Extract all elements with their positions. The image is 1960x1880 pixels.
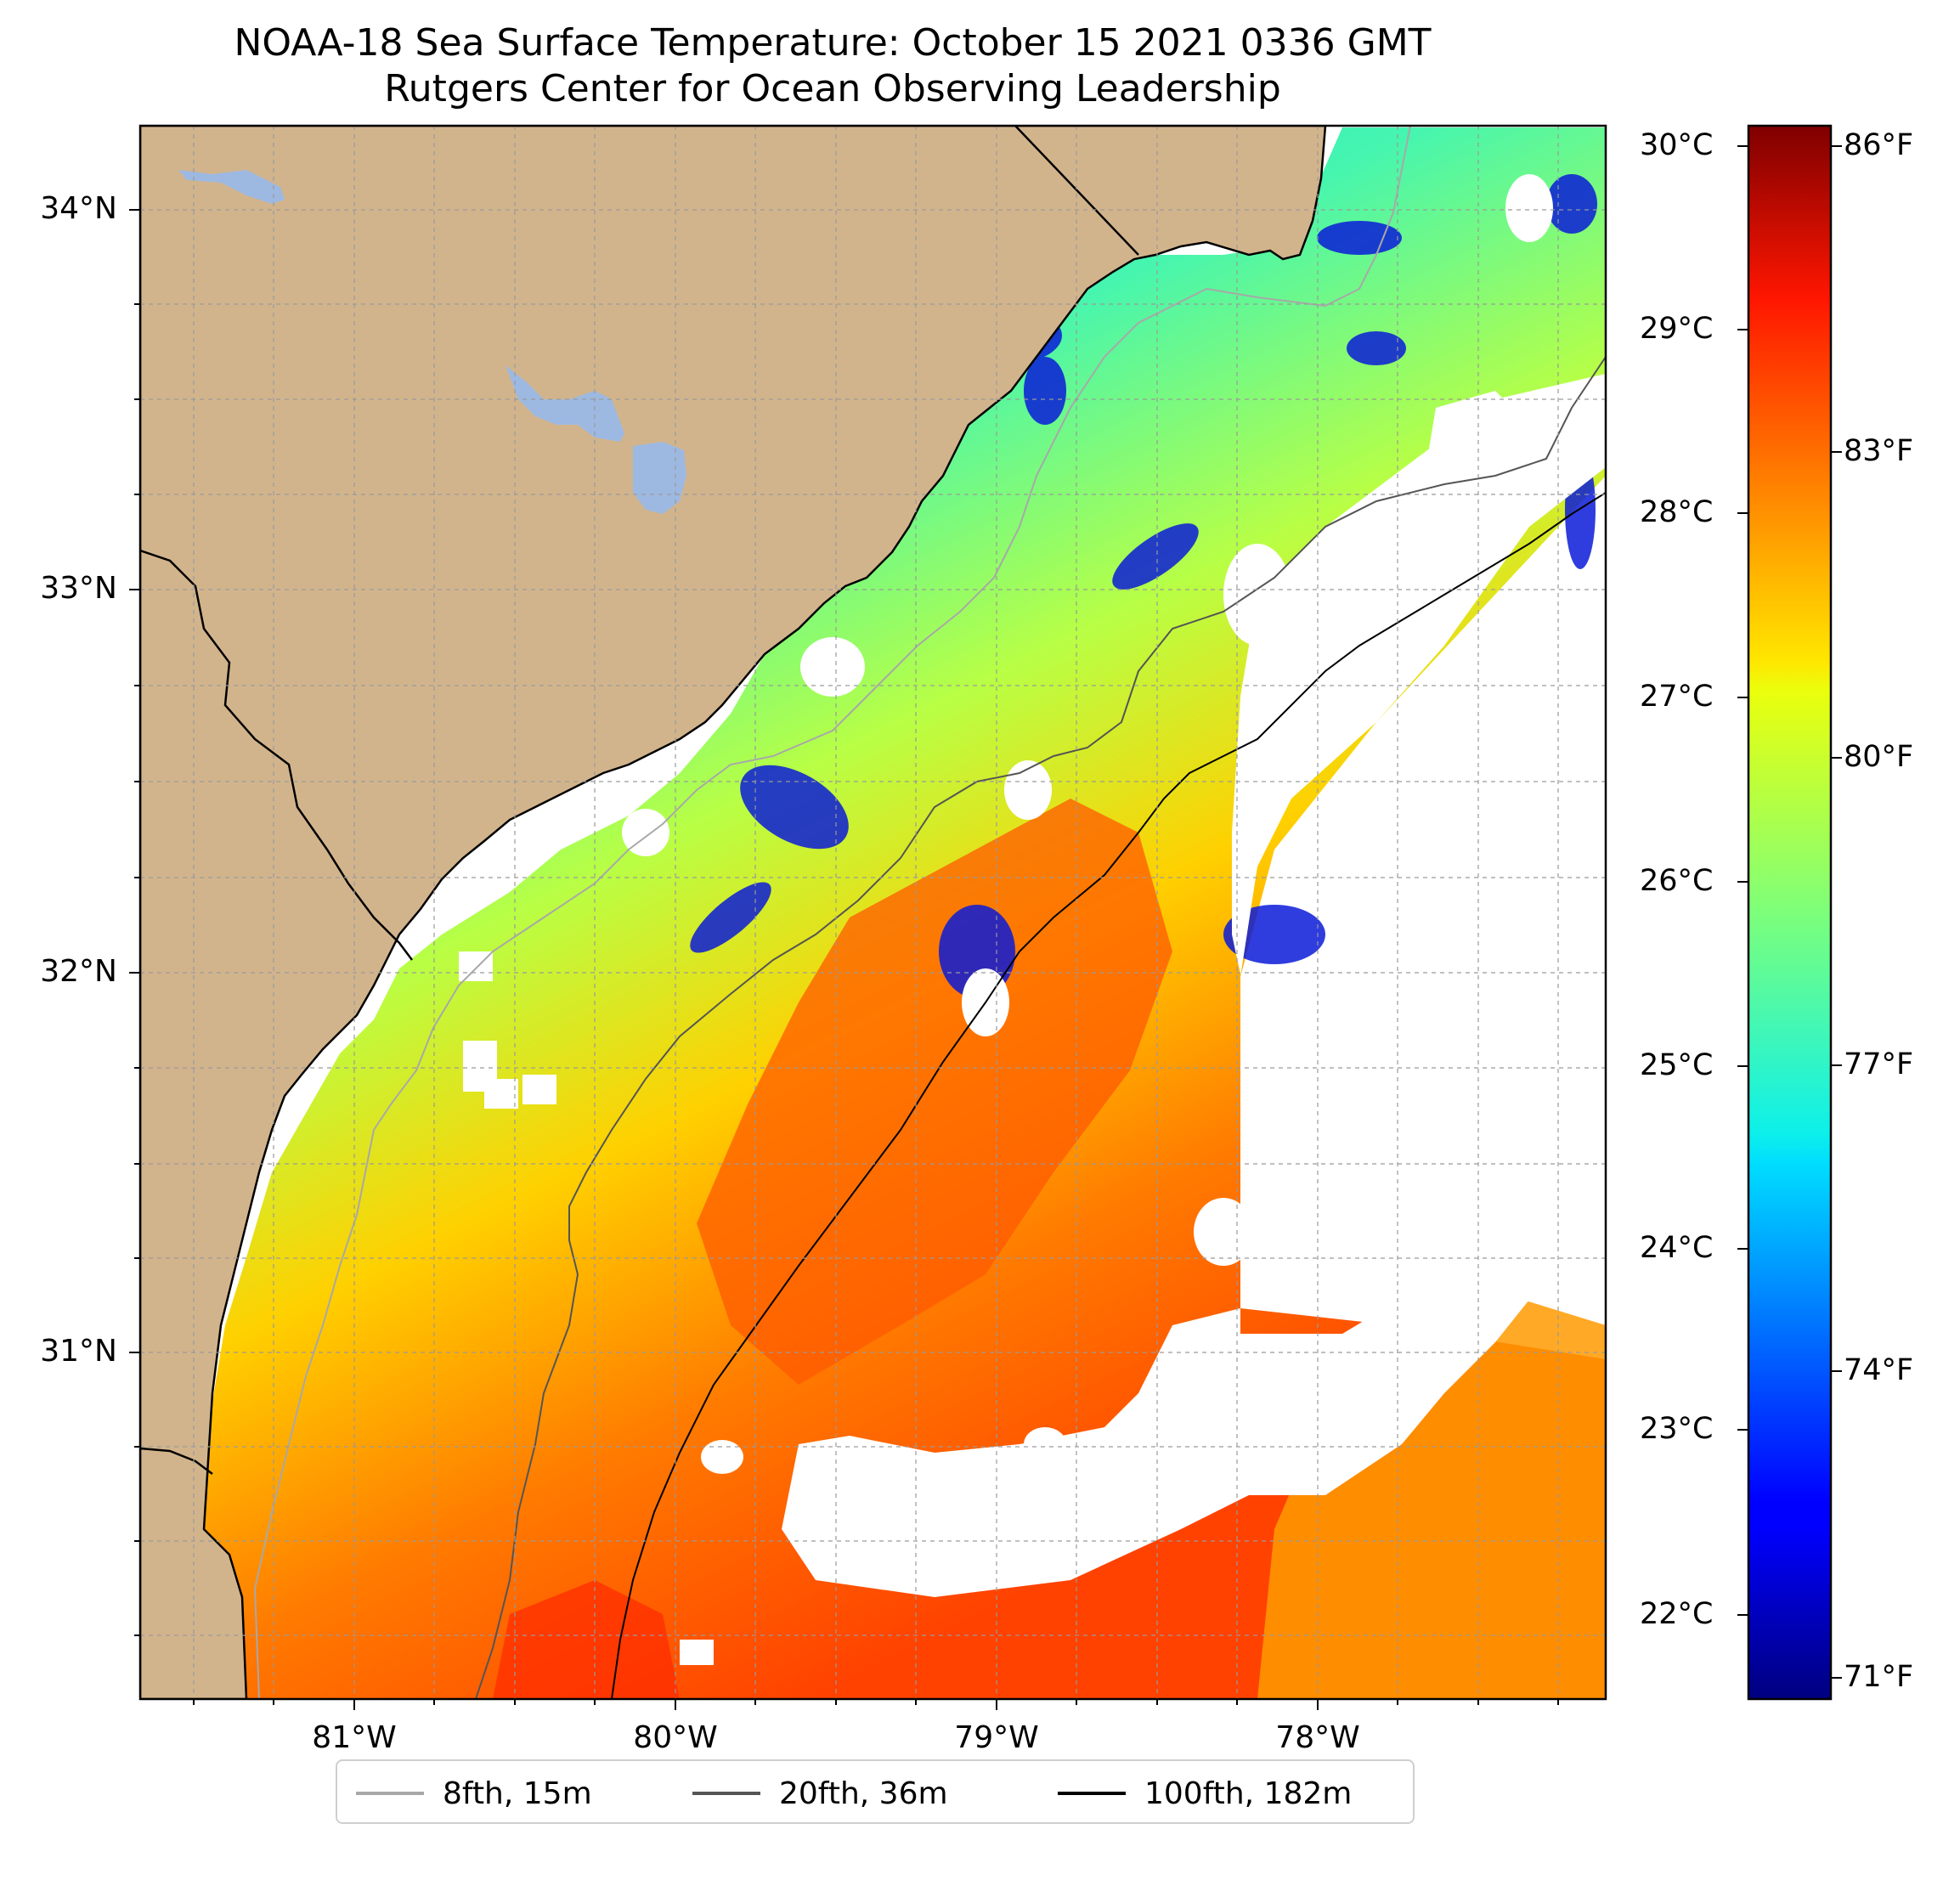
colorbar-label-23c: 23°C	[1640, 1412, 1714, 1446]
lat-label-33n: 33°N	[40, 571, 117, 606]
colorbar-label-25c: 25°C	[1640, 1048, 1714, 1082]
colorbar-ticks	[1737, 145, 1842, 1679]
map-panel	[140, 126, 1606, 1699]
legend: 8fth, 15m 20fth, 36m 100fth, 182m	[336, 1759, 1415, 1824]
isobath-20fth	[475, 356, 1606, 1699]
legend-swatch-100fth	[1058, 1792, 1126, 1795]
colorbar-label-83f: 83°F	[1844, 434, 1914, 468]
colorbar-label-77f: 77°F	[1844, 1047, 1914, 1081]
chart-title: NOAA-18 Sea Surface Temperature: October…	[234, 21, 1432, 65]
colorbar-label-28c: 28°C	[1640, 495, 1714, 529]
legend-swatch-20fth	[692, 1792, 760, 1795]
colorbar-label-74f: 74°F	[1844, 1353, 1914, 1387]
legend-label-100fth: 100fth, 182m	[1144, 1776, 1353, 1811]
colorbar-label-71f: 71°F	[1844, 1660, 1914, 1694]
state-borders	[140, 126, 1139, 1475]
legend-label-8fth: 8fth, 15m	[443, 1776, 592, 1811]
lon-label-79w: 79°W	[954, 1720, 1039, 1755]
chart-subtitle: Rutgers Center for Ocean Observing Leade…	[384, 67, 1281, 110]
sst-hot-spot	[493, 1580, 680, 1699]
lat-label-34n: 34°N	[40, 191, 117, 226]
legend-item-100fth: 100fth, 182m	[1058, 1761, 1352, 1826]
colorbar-label-27c: 27°C	[1640, 680, 1714, 714]
lon-label-81w: 81°W	[312, 1720, 397, 1755]
land	[140, 126, 1327, 1699]
map-frame	[138, 124, 1607, 1701]
colorbar-label-30c: 30°C	[1640, 128, 1714, 162]
isobath-8fth	[253, 126, 1411, 1699]
legend-label-20fth: 20fth, 36m	[779, 1776, 948, 1811]
isobaths	[253, 126, 1606, 1699]
legend-item-8fth: 8fth, 15m	[356, 1761, 592, 1826]
lakes	[178, 170, 686, 514]
gridlines	[140, 126, 1606, 1699]
lat-label-31n: 31°N	[40, 1334, 117, 1369]
colorbar-label-86f: 86°F	[1844, 128, 1914, 162]
legend-swatch-8fth	[356, 1792, 424, 1795]
colorbar-label-24c: 24°C	[1640, 1231, 1714, 1265]
colorbar-label-26c: 26°C	[1640, 864, 1714, 898]
colorbar-label-22c: 22°C	[1640, 1597, 1714, 1631]
lat-label-32n: 32°N	[40, 954, 117, 989]
lon-label-78w: 78°W	[1275, 1720, 1360, 1755]
sst-cold-patches	[690, 174, 1597, 998]
colorbar-label-80f: 80°F	[1844, 740, 1914, 774]
isobath-100fth	[611, 492, 1606, 1699]
lon-label-80w: 80°W	[633, 1720, 718, 1755]
sst-warm-core	[697, 799, 1172, 1385]
colorbar	[1747, 124, 1833, 1701]
colorbar-label-29c: 29°C	[1640, 312, 1714, 346]
legend-item-20fth: 20fth, 36m	[692, 1761, 948, 1826]
axis-ticks	[129, 209, 1559, 1710]
